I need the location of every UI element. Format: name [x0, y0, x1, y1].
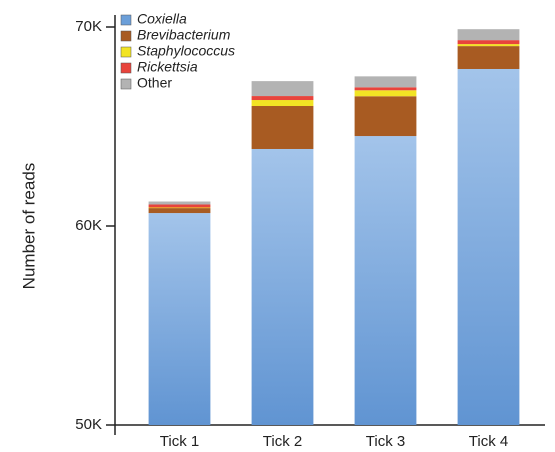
- bar-segment: [457, 44, 520, 47]
- legend-label: Other: [137, 75, 172, 91]
- bar-segment: [354, 76, 417, 88]
- bar-segment: [148, 208, 211, 214]
- y-tick-label: 70K: [75, 18, 102, 35]
- bar-segment: [148, 213, 211, 425]
- bar-segment: [251, 96, 314, 101]
- legend-label: Staphylococcus: [137, 43, 235, 59]
- legend-swatch: [120, 14, 132, 26]
- bar-segment: [148, 204, 211, 208]
- bar-segment: [354, 87, 417, 91]
- bar-segment: [457, 40, 520, 45]
- y-tick-label: 60K: [75, 217, 102, 234]
- x-tick-label: Tick 1: [160, 433, 199, 450]
- bar-segment: [457, 29, 520, 41]
- legend-label: Brevibacterium: [137, 27, 231, 43]
- x-tick-label: Tick 2: [263, 433, 302, 450]
- x-tick-label: Tick 4: [469, 433, 508, 450]
- bar-segment: [354, 96, 417, 137]
- bar-segment: [148, 207, 211, 209]
- bar-segment: [457, 46, 520, 69]
- y-tick-label: 50K: [75, 416, 102, 433]
- bar-segment: [251, 81, 314, 97]
- bar-segment: [354, 136, 417, 425]
- y-axis-label: Number of reads: [19, 163, 38, 290]
- bar-segment: [251, 106, 314, 149]
- legend-label: Rickettsia: [137, 59, 198, 75]
- bar-segment: [251, 148, 314, 425]
- legend-swatch: [120, 62, 132, 74]
- legend-swatch: [120, 78, 132, 90]
- x-tick-label: Tick 3: [366, 433, 405, 450]
- bar-segment: [148, 201, 211, 205]
- bar-segment: [457, 68, 520, 425]
- bar-segment: [354, 90, 417, 97]
- legend-swatch: [120, 30, 132, 42]
- legend-swatch: [120, 46, 132, 58]
- legend-label: Coxiella: [137, 11, 187, 27]
- bar-segment: [251, 100, 314, 107]
